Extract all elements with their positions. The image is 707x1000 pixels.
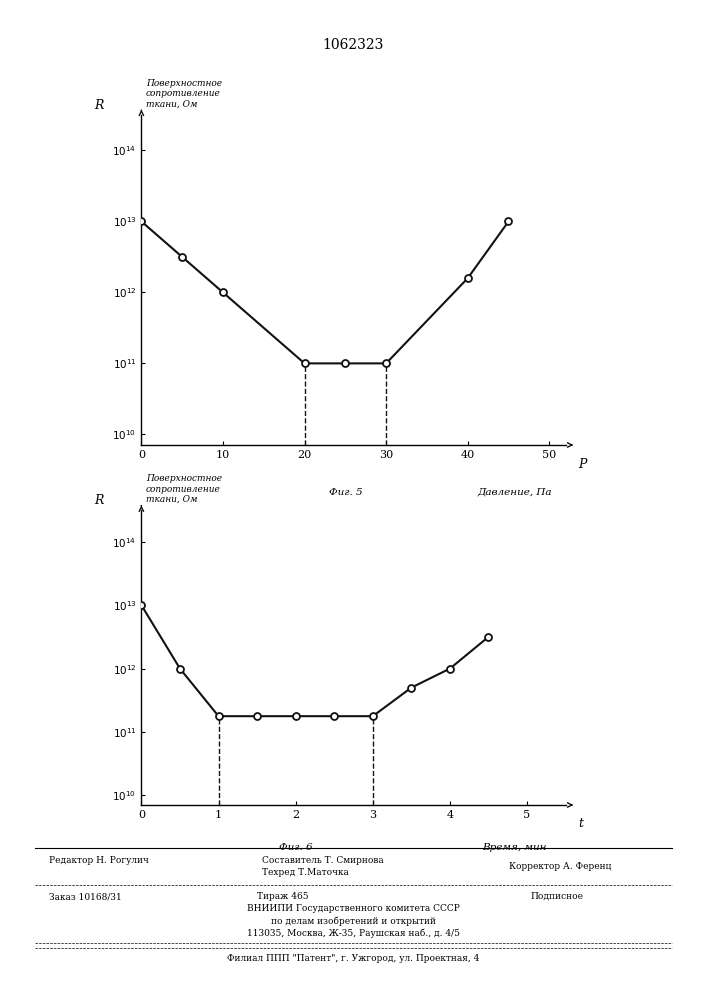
Text: Поверхностное
сопротивление
ткани, Ом: Поверхностное сопротивление ткани, Ом [146, 79, 222, 108]
Text: Заказ 10168/31: Заказ 10168/31 [49, 892, 122, 901]
Text: t: t [578, 817, 583, 830]
Text: Редактор Н. Рогулич: Редактор Н. Рогулич [49, 856, 149, 865]
Text: Фиг. 6: Фиг. 6 [279, 843, 312, 852]
Text: Тираж 465: Тираж 465 [257, 892, 309, 901]
Text: Поверхностное
сопротивление
ткани, Ом: Поверхностное сопротивление ткани, Ом [146, 474, 222, 504]
Text: по делам изобретений и открытий: по делам изобретений и открытий [271, 916, 436, 926]
Text: Корректор А. Ференц: Корректор А. Ференц [509, 862, 612, 871]
Text: Фиг. 5: Фиг. 5 [329, 488, 362, 497]
Text: Давление, Па: Давление, Па [477, 488, 552, 497]
Text: R: R [94, 99, 104, 112]
Text: R: R [94, 494, 104, 507]
Text: ВНИИПИ Государственного комитета СССР: ВНИИПИ Государственного комитета СССР [247, 904, 460, 913]
Text: P: P [578, 458, 587, 471]
Text: Техред Т.Маточка: Техред Т.Маточка [262, 868, 349, 877]
Text: Подписное: Подписное [530, 892, 583, 901]
Text: Составитель Т. Смирнова: Составитель Т. Смирнова [262, 856, 383, 865]
Text: 113035, Москва, Ж-35, Раушская наб., д. 4/5: 113035, Москва, Ж-35, Раушская наб., д. … [247, 928, 460, 938]
Text: 1062323: 1062323 [323, 38, 384, 52]
Text: Время, мин: Время, мин [482, 843, 547, 852]
Text: Филиал ППП "Патент", г. Ужгород, ул. Проектная, 4: Филиал ППП "Патент", г. Ужгород, ул. Про… [228, 954, 479, 963]
